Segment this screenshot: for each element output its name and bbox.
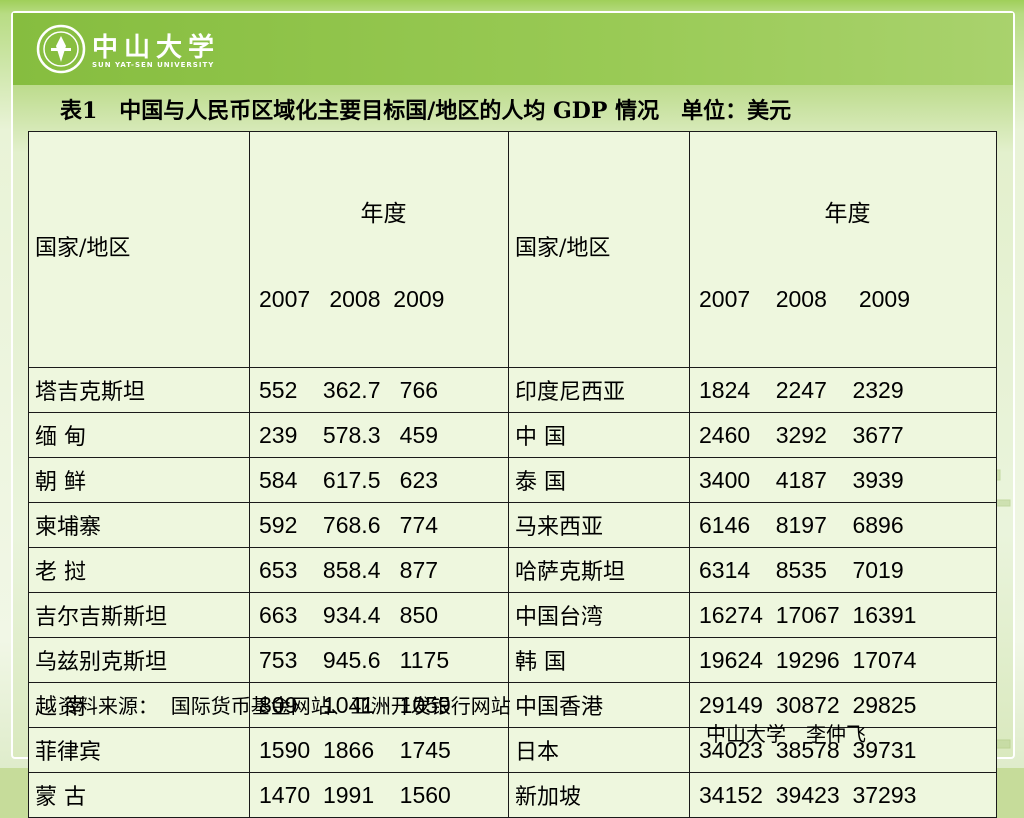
header-right-year-values: 2007 2008 2009 — [699, 286, 911, 312]
table-row: 朝 鲜 584 617.5 623 泰 国 3400 4187 3939 — [28, 457, 997, 503]
right-values-cell: 34152 39423 37293 — [689, 772, 997, 818]
table-header-row: 国家/地区 年度 2007 2008 2009 国家/地区 年度 2007 20… — [28, 131, 997, 368]
university-logo-english: SUN YAT-SEN UNIVERSITY — [92, 61, 215, 69]
table-row: 越 南 809 1041 1059 中国香港 29149 30872 29825 — [28, 682, 997, 728]
university-logo-chinese: 中山大学 — [92, 33, 221, 63]
left-country-cell: 柬埔寨 — [28, 502, 250, 548]
header-left-year-caption: 年度 — [360, 201, 407, 227]
left-values-cell: 809 1041 1059 — [249, 682, 509, 728]
table-title: 表1 中国与人民币区域化主要目标国/地区的人均 GDP 情况 单位：美元 — [60, 98, 792, 124]
left-values-cell: 552 362.7 766 — [249, 367, 509, 413]
left-values-cell: 753 945.6 1175 — [249, 637, 509, 683]
right-country-cell: 印度尼西亚 — [508, 367, 690, 413]
university-seal-icon — [36, 24, 86, 74]
left-values-cell: 653 858.4 877 — [249, 547, 509, 593]
header-right-years: 年度 2007 2008 2009 — [689, 131, 997, 368]
header-right-year-caption: 年度 — [824, 201, 871, 227]
header-right-country: 国家/地区 — [508, 131, 690, 368]
right-country-cell: 泰 国 — [508, 457, 690, 503]
author-credit: 中山大学 李仲飞 — [706, 722, 866, 746]
right-values-cell: 29149 30872 29825 — [689, 682, 997, 728]
left-country-cell: 蒙 古 — [28, 772, 250, 818]
right-country-cell: 新加坡 — [508, 772, 690, 818]
header-banner — [13, 13, 1013, 85]
right-values-cell: 16274 17067 16391 — [689, 592, 997, 638]
right-values-cell: 6146 8197 6896 — [689, 502, 997, 548]
table-row: 菲律宾 1590 1866 1745 日本 34023 38578 39731 — [28, 727, 997, 773]
table-row: 吉尔吉斯斯坦 663 934.4 850 中国台湾 16274 17067 16391 — [28, 592, 997, 638]
left-country-cell: 越 南 — [28, 682, 250, 728]
left-values-cell: 239 578.3 459 — [249, 412, 509, 458]
left-values-cell: 1470 1991 1560 — [249, 772, 509, 818]
left-country-cell: 乌兹别克斯坦 — [28, 637, 250, 683]
table-row: 蒙 古 1470 1991 1560 新加坡 34152 39423 37293 — [28, 772, 997, 818]
left-country-cell: 菲律宾 — [28, 727, 250, 773]
right-country-cell: 日本 — [508, 727, 690, 773]
left-values-cell: 584 617.5 623 — [249, 457, 509, 503]
right-country-cell: 中 国 — [508, 412, 690, 458]
right-values-cell: 19624 19296 17074 — [689, 637, 997, 683]
left-country-cell: 朝 鲜 — [28, 457, 250, 503]
right-country-cell: 马来西亚 — [508, 502, 690, 548]
table-row: 乌兹别克斯坦 753 945.6 1175 韩 国 19624 19296 17074 — [28, 637, 997, 683]
left-country-cell: 塔吉克斯坦 — [28, 367, 250, 413]
header-left-country-label: 国家/地区 — [35, 236, 131, 261]
header-left-years: 年度 2007 2008 2009 — [249, 131, 509, 368]
source-note: 资料来源： 国际货币基金网站、亚洲开发银行网站 — [58, 694, 511, 718]
right-country-cell: 中国香港 — [508, 682, 690, 728]
left-country-cell: 缅 甸 — [28, 412, 250, 458]
header-right-country-label: 国家/地区 — [515, 236, 611, 261]
left-values-cell: 592 768.6 774 — [249, 502, 509, 548]
right-country-cell: 中国台湾 — [508, 592, 690, 638]
left-values-cell: 663 934.4 850 — [249, 592, 509, 638]
header-left-year-values: 2007 2008 2009 — [259, 286, 445, 312]
table-row: 塔吉克斯坦 552 362.7 766 印度尼西亚 1824 2247 2329 — [28, 367, 997, 413]
right-country-cell: 韩 国 — [508, 637, 690, 683]
left-values-cell: 1590 1866 1745 — [249, 727, 509, 773]
table-row: 缅 甸 239 578.3 459 中 国 2460 3292 3677 — [28, 412, 997, 458]
right-values-cell: 2460 3292 3677 — [689, 412, 997, 458]
right-values-cell: 3400 4187 3939 — [689, 457, 997, 503]
right-values-cell: 1824 2247 2329 — [689, 367, 997, 413]
left-country-cell: 吉尔吉斯斯坦 — [28, 592, 250, 638]
table-row: 柬埔寨 592 768.6 774 马来西亚 6146 8197 6896 — [28, 502, 997, 548]
header-left-country: 国家/地区 — [28, 131, 250, 368]
left-country-cell: 老 挝 — [28, 547, 250, 593]
right-values-cell: 6314 8535 7019 — [689, 547, 997, 593]
table-row: 老 挝 653 858.4 877 哈萨克斯坦 6314 8535 7019 — [28, 547, 997, 593]
right-country-cell: 哈萨克斯坦 — [508, 547, 690, 593]
right-values-cell: 34023 38578 39731 — [689, 727, 997, 773]
